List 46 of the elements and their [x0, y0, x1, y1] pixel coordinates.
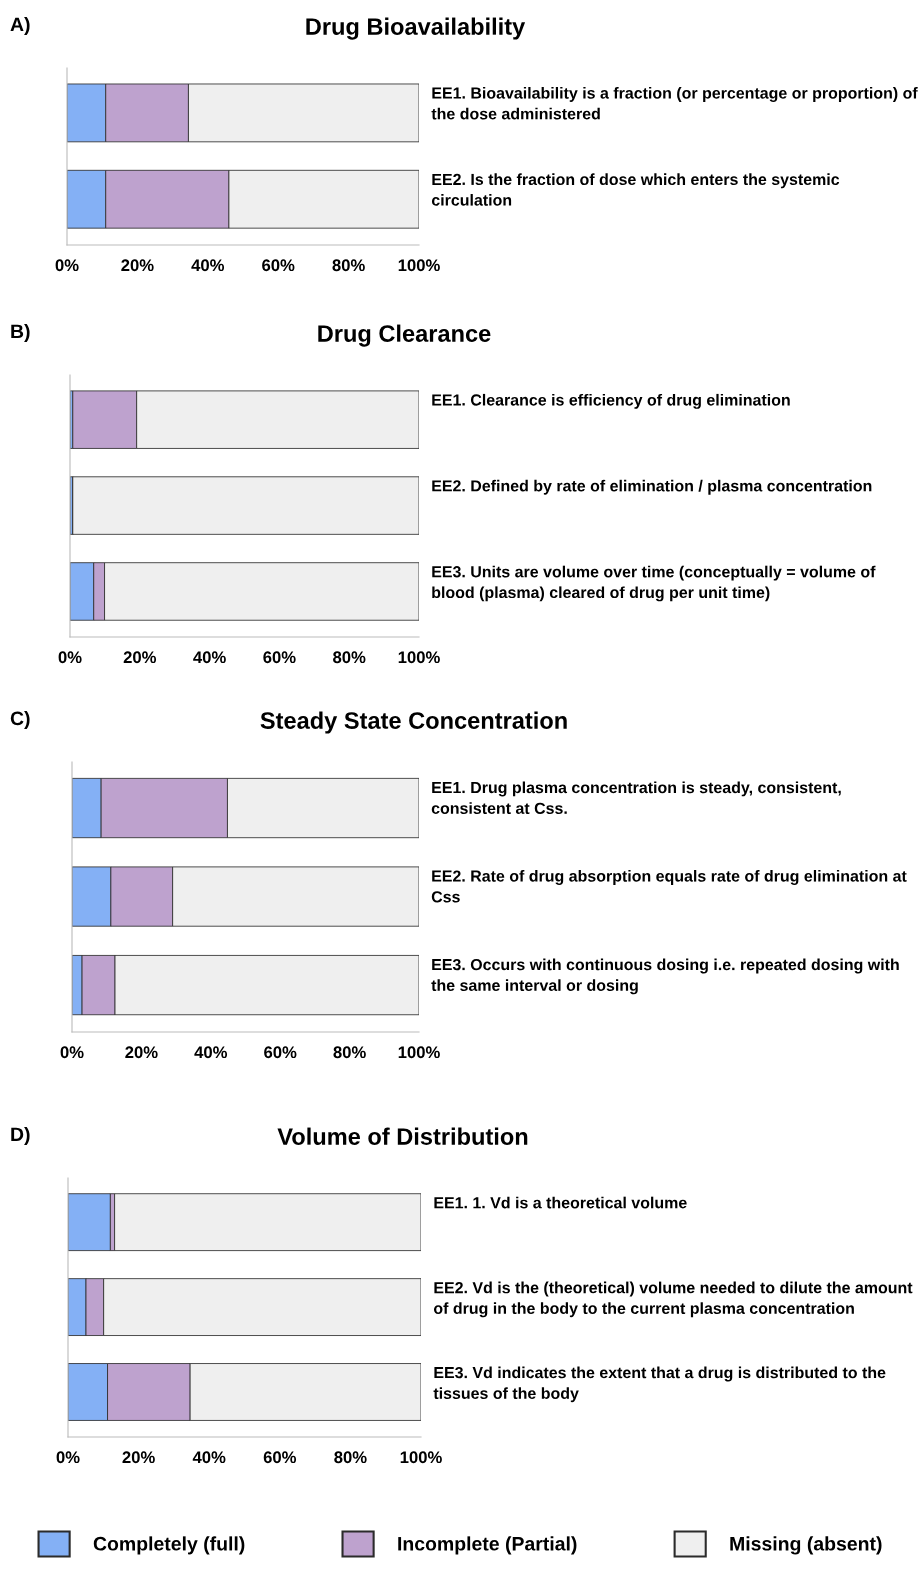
y-tick-label: EE1. Clearance is efficiency of drug elimination — [432, 393, 790, 409]
text: B) — [11, 323, 30, 343]
y-tick-label: EE2. Rate of drug absorption equals rate of drug elimination at Css — [431, 870, 907, 903]
chart-title: Steady State Concentration — [260, 711, 567, 734]
x-tick-label: 100% — [398, 1046, 440, 1059]
x-tick-label: 40% — [193, 651, 226, 664]
y-tick-label: EE3. Units are volume over time (conceptually = volume of blood (plasma) cleared of drug per unit time) — [432, 565, 876, 602]
legend-label: Missing (absent) — [730, 1536, 882, 1555]
x-tick-label: 20% — [125, 1046, 158, 1059]
x-tick-label: 100% — [398, 651, 440, 664]
x-tick-label: 60% — [264, 1046, 297, 1059]
y-tick-label: EE2. Vd is the (theoretical) volume needed to dilute the amount of drug in the body to the current plasma concentration — [433, 1281, 913, 1318]
chart-title: Drug Bioavailability — [306, 17, 526, 40]
y-tick-label: EE3. Vd indicates the extent that a drug is distributed to the tissues of the body — [433, 1366, 886, 1403]
y-tick-label: EE2. Defined by rate of elimination / plasma concentration — [432, 479, 872, 495]
x-tick-label: 0% — [60, 1046, 84, 1059]
chart-title: Volume of Distribution — [277, 1127, 528, 1145]
x-tick-label: 40% — [192, 1451, 226, 1464]
x-tick-label: 60% — [262, 259, 295, 272]
text: D) — [11, 1126, 30, 1146]
x-tick-label: 100% — [398, 259, 440, 272]
x-tick-label: 20% — [122, 1451, 155, 1464]
x-tick-label: 20% — [121, 259, 154, 272]
x-tick-label: 0% — [58, 651, 82, 664]
x-tick-label: 40% — [191, 259, 225, 272]
x-tick-label: 80% — [333, 651, 366, 664]
x-tick-label: 20% — [123, 651, 157, 664]
x-tick-label: 60% — [263, 1451, 297, 1464]
x-tick-label: 0% — [55, 259, 79, 272]
x-tick-label: 0% — [56, 1451, 80, 1464]
y-tick-label: EE2. Is the fraction of dose which enters the systemic circulation — [431, 173, 840, 206]
y-tick-label: EE1. Drug plasma concentration is steady, consistent, consistent at Css. — [431, 781, 841, 814]
x-tick-label: 100% — [400, 1451, 442, 1464]
x-tick-label: 60% — [263, 651, 296, 664]
x-tick-label: 40% — [194, 1046, 228, 1059]
x-tick-label: 80% — [332, 259, 365, 272]
chart-title: Drug Clearance — [318, 324, 491, 347]
legend-label: Completely (full) — [93, 1536, 245, 1555]
x-tick-label: 80% — [333, 1046, 366, 1059]
x-tick-label: 80% — [334, 1451, 367, 1464]
legend-label: Incomplete (Partial) — [398, 1536, 577, 1555]
y-tick-label: EE1. Bioavailability is a fraction (or percentage or proportion) of the dose administered — [431, 87, 918, 120]
y-tick-label: EE1. 1. Vd is a theoretical volume — [434, 1196, 687, 1209]
text: C) — [10, 710, 30, 730]
text: A) — [10, 16, 30, 36]
y-tick-label: EE3. Occurs with continuous dosing i.e. repeated dosing with the same interval or dosing — [431, 958, 899, 995]
